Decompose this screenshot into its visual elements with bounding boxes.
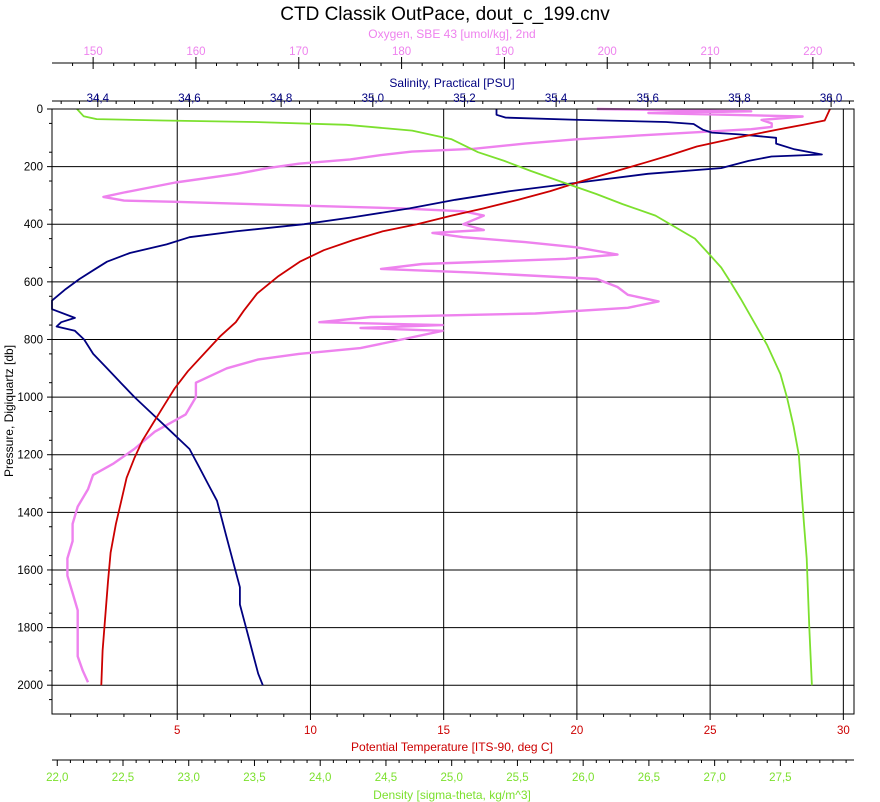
- oxygen-tick-label: 220: [803, 46, 822, 58]
- salinity-tick-label: 35,0: [362, 93, 384, 105]
- y-tick-label: 1400: [17, 507, 43, 519]
- y-tick-label: 1800: [17, 623, 43, 635]
- salinity-tick-label: 35,6: [637, 93, 659, 105]
- temperature-tick-label: 5: [174, 725, 180, 737]
- density-tick-label: 27,5: [769, 772, 791, 784]
- oxygen-tick-label: 200: [598, 46, 617, 58]
- salinity-tick-label: 34,8: [270, 93, 292, 105]
- temperature-tick-label: 20: [570, 725, 583, 737]
- oxygen-tick-label: 210: [700, 46, 719, 58]
- oxygen-tick-label: 150: [84, 46, 103, 58]
- density-tick-label: 22,5: [112, 772, 134, 784]
- density-tick-label: 26,0: [572, 772, 594, 784]
- salinity-axis-label: Salinity, Practical [PSU]: [389, 76, 514, 90]
- density-tick-label: 25,5: [506, 772, 528, 784]
- data-series: [51, 107, 831, 686]
- y-tick-label: 0: [37, 104, 43, 116]
- y-tick-label: 800: [24, 334, 43, 346]
- pressure-axis-label: Pressure, Digiquartz [db]: [2, 345, 16, 477]
- oxygen-tick-label: 190: [495, 46, 514, 58]
- plot-frame: [51, 108, 855, 715]
- density-profile-line: [76, 108, 813, 686]
- salinity-tick-label: 35,4: [545, 93, 568, 105]
- chart-title: CTD Classik OutPace, dout_c_199.cnv: [280, 4, 610, 25]
- density-axis-label: Density [sigma-theta, kg/m^3]: [373, 788, 531, 802]
- density-tick-label: 22,0: [46, 772, 68, 784]
- oxygen-profile-line: [66, 107, 804, 683]
- temperature-tick-label: 30: [837, 725, 850, 737]
- salinity-tick-label: 36,0: [820, 93, 842, 105]
- y-tick-label: 400: [24, 219, 43, 231]
- salinity-tick-label: 34,4: [87, 93, 110, 105]
- density-tick-label: 24,5: [375, 772, 397, 784]
- axes: 0 200 400 600 800 1000 1200 1400 1600 1800 2000 150…: [17, 46, 855, 784]
- oxygen-tick-label: 160: [186, 46, 205, 58]
- y-tick-label: 200: [24, 162, 43, 174]
- y-tick-label: 600: [24, 277, 43, 289]
- density-tick-label: 23,0: [178, 772, 200, 784]
- y-tick-label: 1200: [17, 450, 43, 462]
- oxygen-axis-label: Oxygen, SBE 43 [umol/kg], 2nd: [368, 27, 535, 41]
- temperature-tick-label: 10: [304, 725, 317, 737]
- oxygen-tick-label: 170: [289, 46, 308, 58]
- y-tick-label: 2000: [17, 680, 43, 692]
- salinity-tick-label: 35,2: [453, 93, 475, 105]
- salinity-tick-label: 34,6: [178, 93, 200, 105]
- salinity-profile-line: [51, 109, 823, 686]
- density-tick-label: 26,5: [638, 772, 660, 784]
- temperature-axis-label: Potential Temperature [ITS-90, deg C]: [351, 740, 553, 754]
- density-tick-label: 27,0: [703, 772, 725, 784]
- grid-lines: [52, 109, 854, 714]
- density-tick-label: 23,5: [243, 772, 265, 784]
- density-tick-label: 25,0: [440, 772, 462, 784]
- density-tick-label: 24,0: [309, 772, 331, 784]
- y-tick-label: 1000: [17, 392, 43, 404]
- temperature-tick-label: 15: [437, 725, 450, 737]
- temperature-profile-line: [100, 108, 831, 686]
- oxygen-tick-label: 180: [392, 46, 411, 58]
- y-tick-label: 1600: [17, 565, 43, 577]
- temperature-tick-label: 25: [704, 725, 717, 737]
- salinity-tick-label: 35,8: [728, 93, 750, 105]
